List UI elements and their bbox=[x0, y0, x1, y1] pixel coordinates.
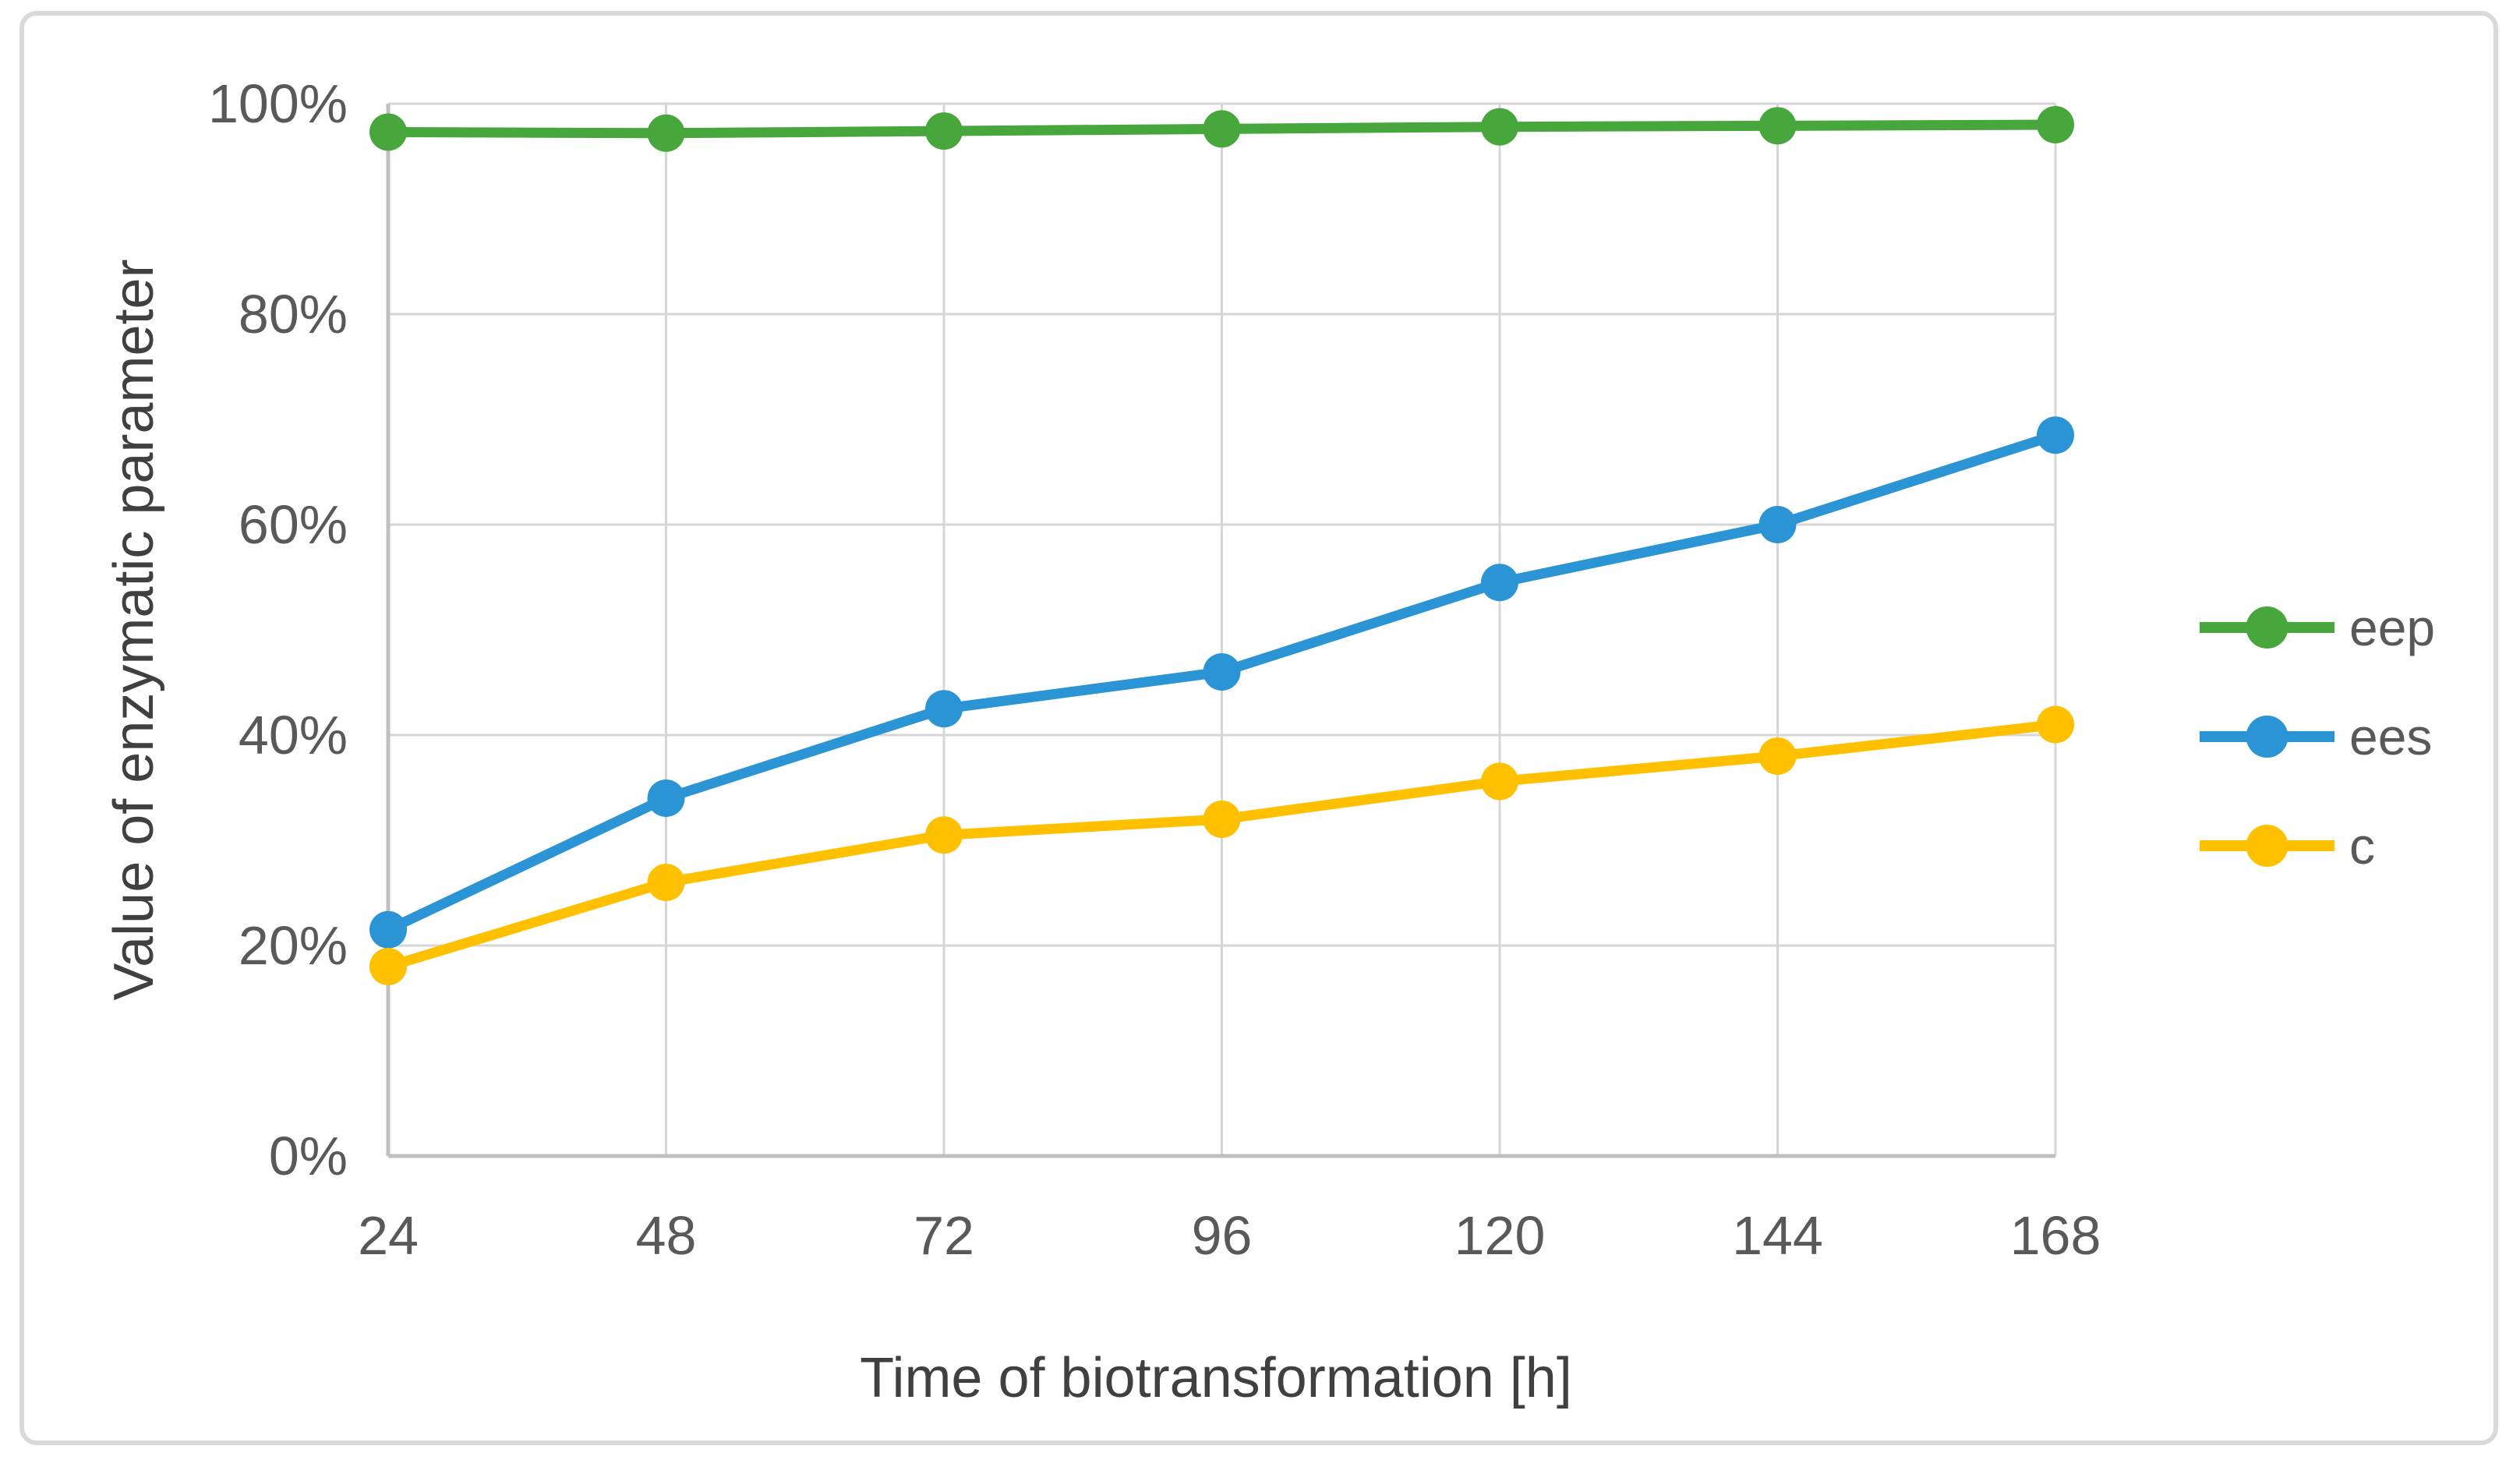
data-point-c bbox=[369, 948, 407, 985]
data-point-c bbox=[1481, 762, 1518, 801]
data-point-eep bbox=[1203, 110, 1241, 148]
data-point-c bbox=[925, 816, 963, 854]
data-point-ees bbox=[925, 690, 963, 728]
y-tick-label: 100% bbox=[208, 73, 348, 134]
y-axis-title: Value of enzymatic parameter bbox=[103, 259, 165, 1001]
y-tick-label: 40% bbox=[239, 705, 348, 765]
y-tick-label: 20% bbox=[239, 915, 348, 976]
data-point-c bbox=[647, 864, 685, 901]
data-point-c bbox=[1758, 737, 1797, 775]
data-point-eep bbox=[2037, 106, 2074, 143]
x-tick-label: 72 bbox=[914, 1205, 974, 1266]
data-point-ees bbox=[2037, 416, 2074, 454]
data-point-eep bbox=[369, 113, 407, 151]
legend-label-c: c bbox=[2349, 817, 2375, 875]
y-tick-label: 80% bbox=[239, 284, 348, 345]
chart-frame bbox=[19, 11, 2498, 1445]
x-tick-label: 24 bbox=[358, 1205, 419, 1266]
data-point-c bbox=[1203, 801, 1241, 838]
data-point-eep bbox=[647, 114, 685, 152]
legend-marker-ees bbox=[2246, 716, 2288, 758]
data-point-eep bbox=[925, 112, 963, 150]
data-point-ees bbox=[369, 910, 407, 949]
x-tick-label: 96 bbox=[1192, 1205, 1253, 1266]
x-tick-label: 144 bbox=[1732, 1205, 1823, 1266]
x-tick-label: 168 bbox=[2010, 1205, 2101, 1266]
data-point-eep bbox=[1481, 108, 1518, 146]
legend-marker-c bbox=[2246, 825, 2288, 867]
data-point-ees bbox=[1758, 506, 1797, 543]
y-tick-label: 0% bbox=[269, 1126, 348, 1186]
legend-label-ees: ees bbox=[2349, 708, 2432, 765]
x-tick-label: 48 bbox=[636, 1205, 697, 1266]
data-point-eep bbox=[1758, 107, 1797, 145]
legend-label-eep: eep bbox=[2349, 599, 2435, 656]
data-point-c bbox=[2037, 705, 2074, 744]
legend-marker-eep bbox=[2246, 606, 2288, 649]
y-tick-label: 60% bbox=[239, 494, 348, 555]
data-point-ees bbox=[1481, 564, 1518, 602]
x-tick-label: 120 bbox=[1454, 1205, 1546, 1266]
data-point-ees bbox=[647, 779, 685, 817]
data-point-ees bbox=[1203, 653, 1241, 691]
x-axis-title: Time of biotransformation [h] bbox=[860, 1347, 1572, 1409]
